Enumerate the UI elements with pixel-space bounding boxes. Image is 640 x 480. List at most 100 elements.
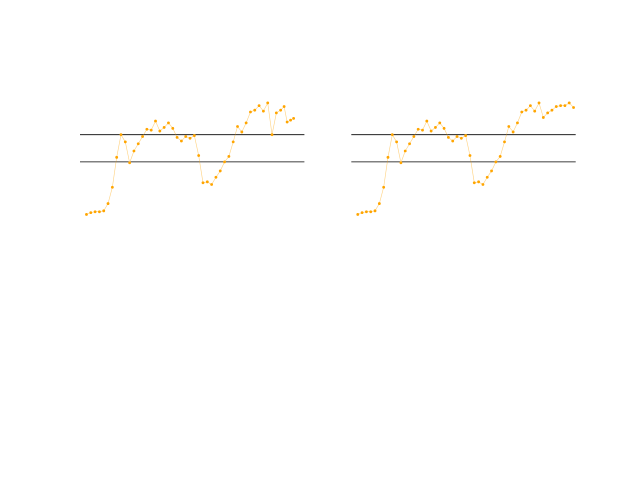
data-point	[399, 161, 403, 165]
data-point	[184, 135, 188, 138]
data-point	[572, 106, 575, 109]
data-point	[289, 118, 292, 122]
data-point	[231, 140, 235, 144]
data-point	[412, 135, 416, 138]
data-point	[244, 121, 248, 125]
data-point	[386, 155, 390, 159]
data-point	[214, 175, 218, 179]
data-point	[115, 155, 119, 159]
data-point	[158, 129, 162, 133]
data-point	[537, 101, 541, 105]
data-point	[425, 119, 429, 123]
data-point	[477, 180, 481, 184]
data-point	[520, 110, 524, 114]
data-point	[390, 133, 394, 137]
data-point	[550, 108, 554, 112]
data-point	[132, 149, 136, 153]
data-point	[559, 104, 562, 108]
data-point	[377, 202, 381, 205]
data-point	[154, 119, 157, 123]
data-point	[434, 126, 437, 129]
data-point	[282, 105, 286, 108]
data-point	[274, 111, 278, 115]
data-point	[262, 109, 265, 113]
data-point	[106, 202, 110, 205]
data-point	[279, 108, 283, 112]
data-point	[285, 120, 289, 124]
data-point	[546, 111, 550, 115]
data-point	[455, 135, 459, 138]
data-point	[201, 181, 205, 185]
chart-panel-left	[80, 101, 305, 216]
data-point	[451, 139, 455, 143]
data-point	[85, 213, 88, 216]
data-point	[459, 136, 463, 140]
data-point	[253, 108, 257, 112]
data-point	[446, 135, 450, 139]
data-point	[524, 108, 528, 112]
data-point	[227, 155, 231, 158]
data-point	[494, 160, 498, 164]
data-point	[292, 116, 296, 120]
data-point	[485, 175, 489, 179]
data-point	[123, 140, 127, 144]
data-point	[240, 130, 244, 134]
data-point	[528, 104, 532, 108]
data-point	[205, 180, 209, 184]
data-point	[98, 210, 101, 214]
data-point	[563, 104, 567, 108]
data-point	[210, 183, 214, 186]
data-point	[554, 105, 558, 108]
data-point	[369, 210, 373, 214]
data-point	[171, 126, 175, 130]
data-point	[472, 181, 476, 185]
data-point	[416, 127, 420, 131]
data-point	[516, 121, 519, 125]
data-point	[145, 127, 149, 131]
data-point	[270, 133, 274, 137]
data-point	[110, 185, 114, 189]
series-line	[86, 101, 294, 215]
data-point	[197, 154, 201, 157]
data-point	[468, 154, 472, 157]
chart-panel-right	[351, 101, 576, 216]
data-point	[89, 211, 93, 215]
data-point	[403, 149, 407, 153]
data-point	[175, 135, 179, 139]
data-point	[356, 213, 360, 216]
data-point	[192, 134, 196, 137]
data-point	[533, 109, 537, 113]
series-line	[357, 102, 574, 215]
data-point	[162, 126, 166, 129]
data-point	[188, 136, 192, 140]
data-point	[180, 139, 183, 143]
data-point	[408, 142, 411, 146]
data-point	[360, 211, 364, 215]
data-point	[128, 161, 132, 165]
data-point	[93, 210, 97, 214]
data-point	[136, 142, 140, 146]
data-point	[382, 185, 386, 189]
data-point	[141, 135, 144, 138]
data-point	[266, 101, 270, 105]
data-point	[429, 129, 433, 133]
data-point	[498, 155, 502, 158]
data-point	[438, 121, 442, 125]
data-point	[223, 160, 226, 164]
data-point	[365, 210, 368, 214]
data-point	[149, 128, 153, 132]
data-point	[541, 116, 545, 119]
data-point	[249, 110, 252, 114]
data-point	[503, 140, 506, 144]
data-point	[490, 169, 493, 173]
data-point	[421, 128, 424, 132]
data-point	[395, 140, 399, 144]
data-point	[102, 209, 106, 213]
data-point	[373, 209, 377, 213]
data-point	[507, 125, 511, 128]
data-point	[119, 133, 123, 137]
data-point	[481, 183, 485, 186]
data-point	[257, 104, 261, 108]
data-point	[442, 126, 446, 130]
